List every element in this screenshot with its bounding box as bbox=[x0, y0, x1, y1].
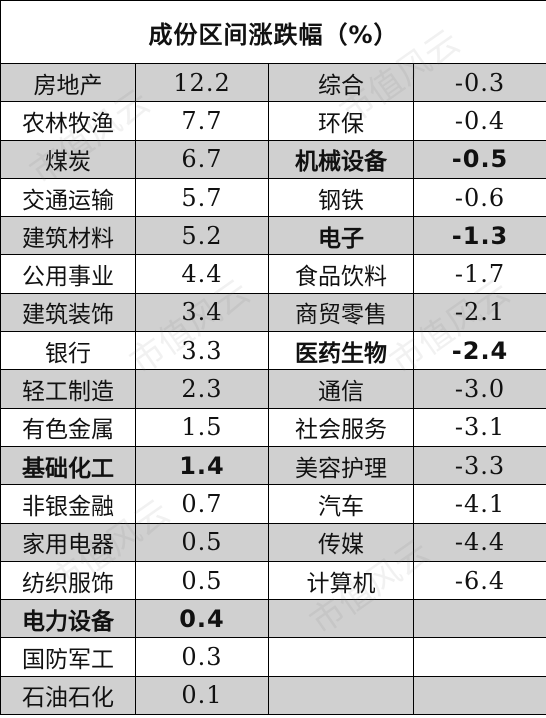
right-sector-value: -2.4 bbox=[412, 331, 546, 371]
right-sector-name: 计算机 bbox=[268, 560, 414, 601]
table-row: 石油石化 0.1 bbox=[0, 675, 546, 716]
left-sector-name: 建筑装饰 bbox=[0, 292, 136, 333]
right-sector-value: -0.3 bbox=[412, 62, 546, 103]
left-sector-value: 6.7 bbox=[135, 139, 269, 179]
right-sector-name: 美容护理 bbox=[268, 445, 414, 486]
left-sector-value: 5.7 bbox=[135, 177, 269, 218]
table-row: 纺织服饰 0.5 计算机 -6.4 bbox=[0, 560, 546, 601]
left-sector-name: 交通运输 bbox=[0, 177, 136, 218]
left-sector-name: 公用事业 bbox=[0, 254, 136, 294]
right-sector-value: -3.0 bbox=[412, 369, 546, 409]
left-sector-value: 1.4 bbox=[135, 445, 269, 486]
left-sector-name: 银行 bbox=[0, 331, 136, 371]
right-sector-name: 医药生物 bbox=[268, 331, 414, 371]
right-sector-name: 钢铁 bbox=[268, 177, 414, 218]
right-sector-name: 环保 bbox=[268, 101, 414, 141]
left-sector-name: 纺织服饰 bbox=[0, 560, 136, 601]
table-row: 银行 3.3 医药生物 -2.4 bbox=[0, 331, 546, 371]
table-row: 电力设备 0.4 bbox=[0, 599, 546, 639]
left-sector-value: 5.2 bbox=[135, 216, 269, 256]
right-sector-name: 通信 bbox=[268, 369, 414, 409]
left-sector-name: 石油石化 bbox=[0, 675, 136, 716]
right-sector-name: 电子 bbox=[268, 216, 414, 256]
left-sector-value: 3.3 bbox=[135, 331, 269, 371]
empty-cell bbox=[412, 637, 546, 677]
left-sector-name: 煤炭 bbox=[0, 139, 136, 179]
table-row: 公用事业 4.4 食品饮料 -1.7 bbox=[0, 254, 546, 294]
left-sector-value: 0.5 bbox=[135, 522, 269, 562]
table-row: 建筑装饰 3.4 商贸零售 -2.1 bbox=[0, 292, 546, 333]
right-sector-name: 社会服务 bbox=[268, 407, 414, 447]
right-sector-value: -3.3 bbox=[412, 445, 546, 486]
table-row: 交通运输 5.7 钢铁 -0.6 bbox=[0, 177, 546, 218]
left-sector-value: 0.7 bbox=[135, 484, 269, 524]
left-sector-name: 轻工制造 bbox=[0, 369, 136, 409]
right-sector-value: -3.1 bbox=[412, 407, 546, 447]
table-row: 建筑材料 5.2 电子 -1.3 bbox=[0, 216, 546, 256]
table-row: 家用电器 0.5 传媒 -4.4 bbox=[0, 522, 546, 562]
left-sector-value: 0.1 bbox=[135, 675, 269, 716]
table-row: 煤炭 6.7 机械设备 -0.5 bbox=[0, 139, 546, 179]
right-sector-value: -1.3 bbox=[412, 216, 546, 256]
table-row: 农林牧渔 7.7 环保 -0.4 bbox=[0, 101, 546, 141]
table-row: 非银金融 0.7 汽车 -4.1 bbox=[0, 484, 546, 524]
table-row: 基础化工 1.4 美容护理 -3.3 bbox=[0, 445, 546, 486]
left-sector-name: 农林牧渔 bbox=[0, 101, 136, 141]
left-sector-name: 房地产 bbox=[0, 62, 136, 103]
left-sector-name: 有色金属 bbox=[0, 407, 136, 447]
right-sector-value: -6.4 bbox=[412, 560, 546, 601]
right-sector-name: 综合 bbox=[268, 62, 414, 103]
empty-cell bbox=[268, 599, 414, 639]
right-sector-value: -4.1 bbox=[412, 484, 546, 524]
left-sector-name: 家用电器 bbox=[0, 522, 136, 562]
empty-cell bbox=[268, 637, 414, 677]
table-row: 房地产 12.2 综合 -0.3 bbox=[0, 62, 546, 103]
empty-cell bbox=[268, 675, 414, 716]
right-sector-name: 食品饮料 bbox=[268, 254, 414, 294]
empty-cell bbox=[412, 675, 546, 716]
right-sector-value: -0.4 bbox=[412, 101, 546, 141]
left-sector-value: 3.4 bbox=[135, 292, 269, 333]
right-sector-name: 机械设备 bbox=[268, 139, 414, 179]
left-sector-name: 基础化工 bbox=[0, 445, 136, 486]
left-sector-value: 12.2 bbox=[135, 62, 269, 103]
left-sector-value: 4.4 bbox=[135, 254, 269, 294]
left-sector-value: 7.7 bbox=[135, 101, 269, 141]
left-sector-name: 电力设备 bbox=[0, 599, 136, 639]
table-row: 国防军工 0.3 bbox=[0, 637, 546, 677]
table-row: 有色金属 1.5 社会服务 -3.1 bbox=[0, 407, 546, 447]
left-sector-value: 0.3 bbox=[135, 637, 269, 677]
right-sector-value: -4.4 bbox=[412, 522, 546, 562]
right-sector-value: -1.7 bbox=[412, 254, 546, 294]
table-row: 轻工制造 2.3 通信 -3.0 bbox=[0, 369, 546, 409]
right-sector-value: -0.6 bbox=[412, 177, 546, 218]
left-sector-value: 0.4 bbox=[135, 599, 269, 639]
right-sector-name: 汽车 bbox=[268, 484, 414, 524]
right-sector-value: -0.5 bbox=[412, 139, 546, 179]
left-sector-value: 2.3 bbox=[135, 369, 269, 409]
left-sector-value: 0.5 bbox=[135, 560, 269, 601]
left-sector-name: 国防军工 bbox=[0, 637, 136, 677]
right-sector-value: -2.1 bbox=[412, 292, 546, 333]
left-sector-name: 建筑材料 bbox=[0, 216, 136, 256]
left-sector-name: 非银金融 bbox=[0, 484, 136, 524]
right-sector-name: 商贸零售 bbox=[268, 292, 414, 333]
left-sector-value: 1.5 bbox=[135, 407, 269, 447]
right-sector-name: 传媒 bbox=[268, 522, 414, 562]
empty-cell bbox=[412, 599, 546, 639]
table-title: 成份区间涨跌幅（%） bbox=[0, 0, 546, 64]
